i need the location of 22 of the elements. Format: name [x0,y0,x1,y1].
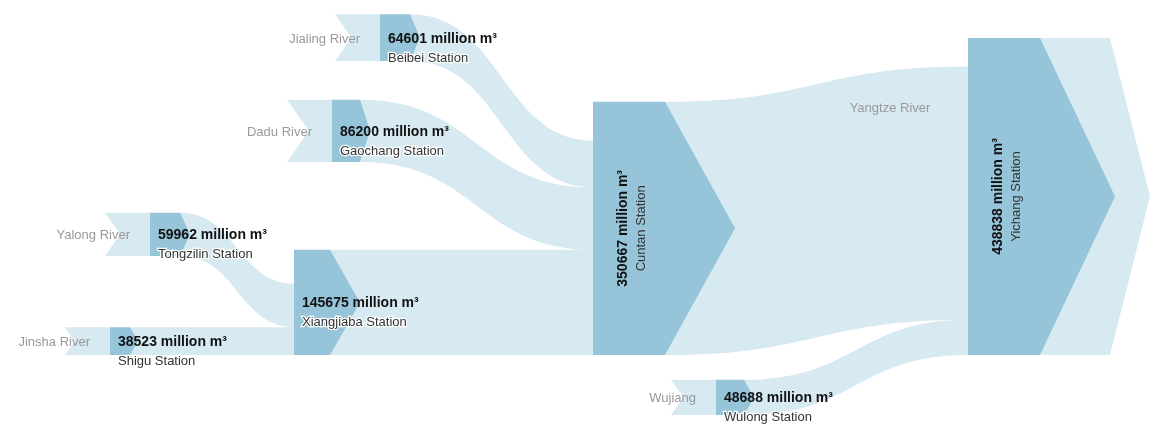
text: Dadu River [246,123,313,139]
data-label: 38523 million m³ [118,333,228,350]
data-label: 59962 million m³ [158,226,268,243]
data-label: 64601 million m³ [388,29,498,46]
text: Yangtze River [849,100,932,115]
data-label: 145675 million m³ [302,294,420,311]
data-label: 86200 million m³ [340,122,450,139]
data-label: 48688 million m³ [724,389,834,406]
data-label: 350667 million m³ [614,169,630,287]
data-label: 438838 million m³ [989,137,1005,255]
text: Yalong River [56,227,131,243]
category-label: Gaochang Station [340,142,445,158]
category-label: Yichang Station [1008,151,1023,242]
text: Jinsha River [18,334,91,350]
category-label: Shigu Station [118,353,196,369]
category-label: Beibei Station [388,49,469,65]
text: Jialing River [289,30,361,46]
category-label: Xiangjiaba Station [302,314,407,330]
category-label: Cuntan Station [633,185,648,272]
category-label: Tongzilin Station [158,246,253,262]
category-label: Wulong Station [724,409,812,425]
text: Wujiang [649,390,696,406]
